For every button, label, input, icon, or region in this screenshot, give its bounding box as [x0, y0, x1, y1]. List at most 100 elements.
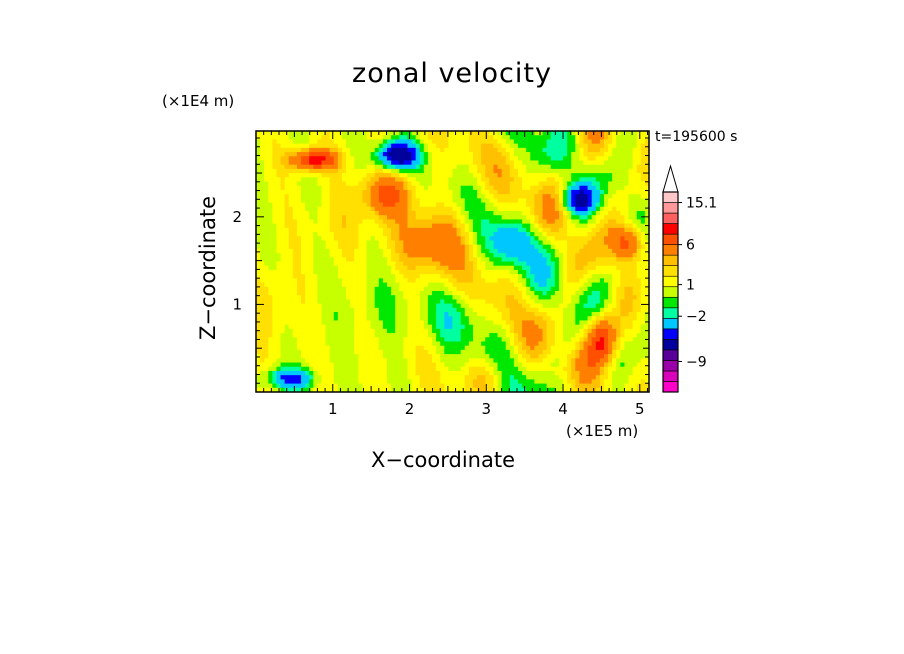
field-cell	[538, 290, 543, 296]
field-cell	[333, 227, 339, 233]
field-cell	[407, 295, 412, 300]
field-cell	[411, 312, 417, 317]
field-cell	[374, 370, 380, 376]
field-cell	[256, 215, 261, 220]
field-cell	[280, 244, 286, 250]
field-cell	[563, 147, 568, 153]
field-cell	[391, 379, 396, 384]
field-cell	[440, 261, 445, 267]
field-cell	[387, 379, 392, 384]
field-cell	[268, 206, 273, 212]
field-cell	[579, 379, 584, 384]
field-cell	[460, 147, 466, 153]
field-cell	[444, 156, 449, 161]
field-cell	[374, 379, 380, 384]
field-cell	[260, 257, 265, 262]
field-cell	[296, 307, 302, 313]
field-cell	[509, 198, 515, 203]
field-cell	[436, 299, 441, 304]
field-cell	[472, 143, 478, 149]
field-cell	[501, 349, 507, 355]
field-cell	[313, 257, 318, 262]
field-cell	[579, 362, 584, 368]
field-cell	[444, 354, 449, 359]
field-cell	[513, 223, 519, 229]
field-cell	[567, 383, 572, 389]
field-cell	[497, 379, 503, 384]
field-cell	[440, 333, 445, 338]
field-cell	[530, 303, 535, 309]
field-cell	[550, 202, 556, 208]
field-cell	[518, 379, 523, 384]
field-cell	[346, 320, 351, 326]
field-cell	[530, 337, 535, 342]
field-cell	[579, 236, 584, 241]
field-cell	[481, 307, 486, 313]
field-cell	[497, 341, 503, 347]
field-cell	[575, 307, 580, 313]
field-cell	[571, 383, 576, 389]
field-cell	[419, 358, 425, 363]
field-cell	[550, 168, 556, 174]
field-cell	[452, 282, 457, 288]
field-cell	[579, 370, 584, 376]
field-cell	[550, 379, 556, 384]
field-cell	[448, 387, 453, 393]
field-cell	[513, 215, 519, 220]
field-cell	[579, 307, 584, 313]
field-cell	[472, 299, 478, 304]
field-cell	[268, 168, 273, 174]
field-cell	[530, 379, 535, 384]
field-cell	[280, 206, 286, 212]
field-cell	[481, 236, 486, 241]
field-cell	[571, 189, 576, 195]
field-cell	[284, 152, 290, 157]
field-cell	[481, 139, 486, 145]
field-cell	[419, 324, 425, 330]
field-cell	[542, 227, 548, 233]
field-cell	[350, 333, 355, 338]
field-cell	[554, 139, 560, 145]
field-cell	[505, 189, 511, 195]
field-cell	[329, 185, 335, 191]
field-cell	[427, 328, 433, 334]
field-cell	[288, 131, 294, 136]
field-cell	[567, 177, 572, 182]
field-cell	[292, 147, 298, 153]
field-cell	[460, 223, 466, 229]
field-cell	[333, 383, 339, 389]
field-cell	[550, 354, 556, 359]
field-cell	[264, 232, 269, 237]
field-cell	[567, 379, 572, 384]
field-cell	[280, 324, 286, 330]
field-cell	[427, 295, 433, 300]
field-cell	[358, 215, 363, 220]
field-cell	[518, 307, 523, 313]
field-cell	[575, 375, 580, 380]
field-cell	[305, 303, 310, 309]
field-cell	[260, 362, 265, 368]
field-cell	[370, 206, 376, 212]
field-cell	[337, 181, 343, 187]
field-cell	[321, 248, 326, 254]
field-cell	[325, 232, 331, 237]
field-cell	[358, 253, 363, 258]
field-cell	[427, 303, 433, 309]
field-cell	[579, 248, 584, 254]
field-cell	[558, 320, 564, 326]
field-cell	[301, 265, 306, 271]
field-cell	[411, 227, 417, 233]
field-cell	[509, 341, 515, 347]
field-cell	[567, 160, 572, 166]
field-cell	[301, 173, 306, 178]
field-cell	[481, 295, 486, 300]
field-cell	[337, 244, 343, 250]
field-cell	[571, 131, 576, 136]
field-cell	[419, 147, 425, 153]
field-cell	[309, 185, 314, 191]
field-cell	[329, 240, 335, 246]
field-cell	[575, 337, 580, 342]
field-cell	[493, 194, 498, 199]
field-cell	[313, 139, 318, 145]
